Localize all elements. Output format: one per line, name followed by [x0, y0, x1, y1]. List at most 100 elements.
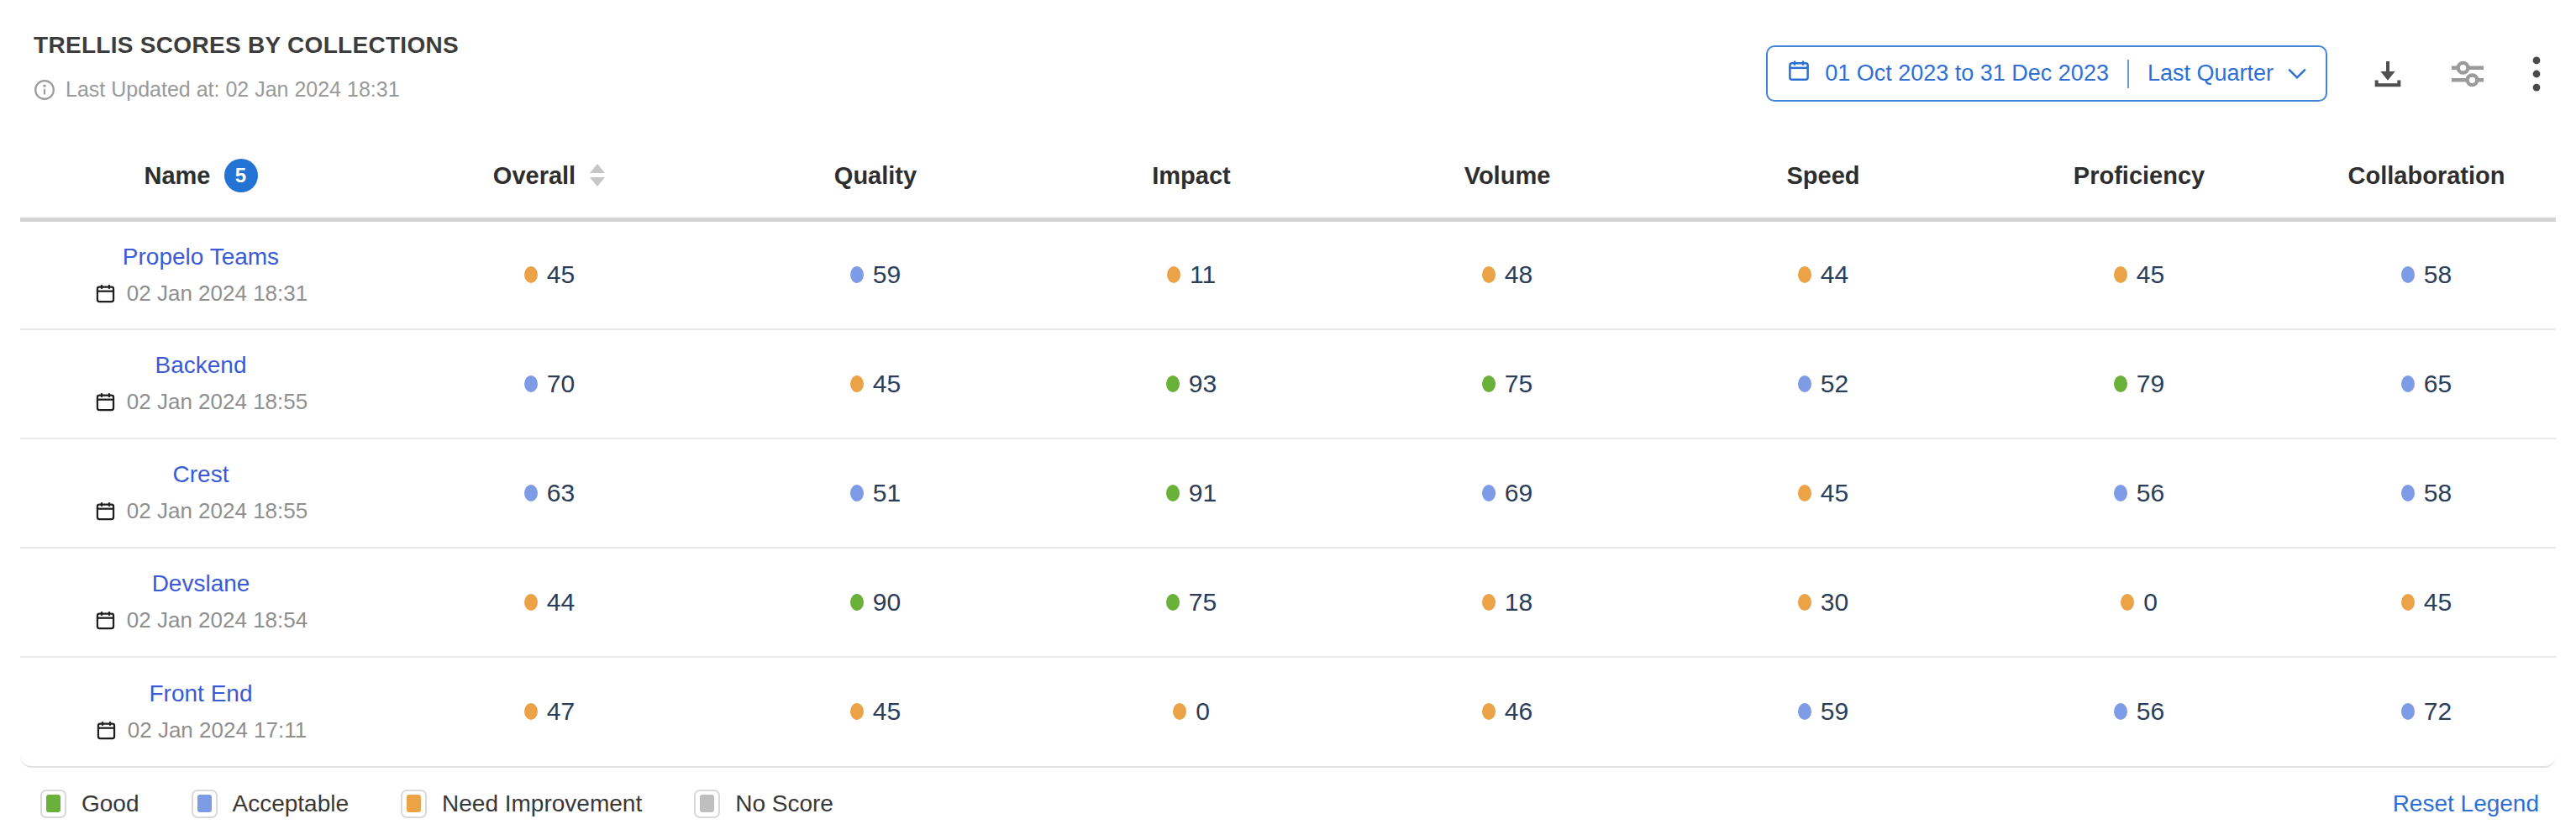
reset-legend-link[interactable]: Reset Legend: [2393, 790, 2539, 817]
legend-swatch: [407, 795, 421, 812]
last-updated-text: Last Updated at: 02 Jan 2024 18:31: [66, 77, 400, 102]
score-dot: [2401, 375, 2415, 392]
legend-item-acceptable[interactable]: Acceptable: [192, 790, 350, 818]
score-dot: [1166, 594, 1180, 611]
info-icon: [34, 79, 55, 101]
date-range-button[interactable]: 01 Oct 2023 to 31 Dec 2023 Last Quarter: [1766, 45, 2327, 102]
score-dot: [2114, 375, 2127, 392]
score-dot: [2114, 266, 2127, 283]
column-header-quality[interactable]: Quality: [718, 135, 1033, 220]
score-dot: [2401, 485, 2415, 501]
score-dot: [1482, 266, 1496, 283]
score-dot: [1798, 703, 1811, 720]
score-cell: 69: [1349, 438, 1665, 548]
column-header-overall[interactable]: Overall: [381, 135, 718, 220]
score-cell: 45: [1981, 220, 2297, 329]
score-dot: [2114, 485, 2127, 501]
score-value: 0: [2143, 588, 2158, 617]
column-header-speed[interactable]: Speed: [1665, 135, 1981, 220]
collection-link[interactable]: Backend: [155, 352, 247, 379]
name-cell: Crest 02 Jan 2024 18:55: [20, 438, 381, 548]
score-value: 44: [547, 588, 575, 617]
legend-item-good[interactable]: Good: [40, 790, 139, 818]
collection-link[interactable]: Devslane: [152, 570, 250, 597]
legend-checkbox: [192, 790, 218, 818]
score-value: 90: [873, 588, 901, 617]
legend-checkbox: [694, 790, 720, 818]
column-header-collaboration[interactable]: Collaboration: [2297, 135, 2556, 220]
score-cell: 52: [1665, 329, 1981, 438]
last-updated-row: Last Updated at: 02 Jan 2024 18:31: [34, 77, 459, 102]
legend-swatch: [46, 795, 60, 812]
score-dot: [2114, 703, 2127, 720]
download-button[interactable]: [2371, 57, 2405, 91]
score-dot: [524, 594, 538, 611]
score-dot: [2401, 266, 2415, 283]
column-label: Overall: [493, 162, 576, 190]
score-value: 48: [1505, 260, 1532, 289]
table-header: Name 5 Overall Qua: [20, 135, 2556, 220]
score-cell: 63: [381, 438, 718, 548]
score-cell: 59: [1665, 657, 1981, 766]
score-value: 58: [2424, 260, 2452, 289]
score-value: 18: [1505, 588, 1532, 617]
column-header-volume[interactable]: Volume: [1349, 135, 1665, 220]
column-label: Volume: [1464, 162, 1551, 189]
score-cell: 46: [1349, 657, 1665, 766]
more-menu-button[interactable]: [2531, 55, 2542, 92]
calendar-icon: [94, 609, 117, 632]
row-date: 02 Jan 2024 17:11: [128, 717, 307, 743]
column-label: Impact: [1152, 162, 1230, 189]
legend-item-no-score[interactable]: No Score: [694, 790, 833, 818]
score-cell: 45: [2297, 548, 2556, 657]
score-cell: 44: [1665, 220, 1981, 329]
sliders-icon: [2448, 81, 2487, 93]
score-value: 51: [873, 479, 901, 507]
score-cell: 0: [1033, 657, 1349, 766]
download-icon: [2371, 81, 2405, 93]
score-cell: 0: [1981, 548, 2297, 657]
score-value: 75: [1189, 588, 1217, 617]
collection-link[interactable]: Front End: [150, 680, 253, 707]
score-dot: [850, 485, 864, 501]
settings-button[interactable]: [2448, 57, 2487, 91]
row-count-badge: 5: [224, 159, 258, 192]
score-dot: [1167, 266, 1180, 283]
score-dot: [1482, 703, 1496, 720]
score-dot: [850, 703, 864, 720]
score-dot: [2401, 594, 2415, 611]
score-dot: [524, 375, 538, 392]
legend-item-need-improvement[interactable]: Need Improvement: [401, 790, 642, 818]
column-header-name[interactable]: Name 5: [20, 135, 381, 220]
name-cell: Front End 02 Jan 2024 17:11: [20, 657, 381, 766]
score-value: 93: [1189, 370, 1217, 398]
collection-link[interactable]: Propelo Teams: [123, 244, 279, 270]
score-value: 45: [1821, 479, 1848, 507]
trellis-scores-widget: TRELLIS SCORES BY COLLECTIONS Last Updat…: [0, 0, 2576, 840]
calendar-icon: [94, 500, 117, 522]
column-header-proficiency[interactable]: Proficiency: [1981, 135, 2297, 220]
score-dot: [1166, 485, 1180, 501]
score-cell: 48: [1349, 220, 1665, 329]
score-value: 45: [2424, 588, 2452, 617]
table-row: Crest 02 Jan 2024 18:55 63 51 91 69 45: [20, 438, 2556, 548]
column-header-impact[interactable]: Impact: [1033, 135, 1349, 220]
row-date: 02 Jan 2024 18:55: [127, 389, 308, 415]
name-cell: Backend 02 Jan 2024 18:55: [20, 329, 381, 438]
name-cell: Propelo Teams 02 Jan 2024 18:31: [20, 220, 381, 329]
score-value: 56: [2137, 697, 2164, 726]
score-value: 75: [1505, 370, 1532, 398]
sort-icon[interactable]: [589, 163, 606, 188]
column-label: Speed: [1786, 162, 1859, 189]
score-value: 30: [1821, 588, 1848, 617]
row-date: 02 Jan 2024 18:54: [127, 607, 308, 633]
score-dot: [1798, 266, 1811, 283]
button-divider: [2127, 60, 2129, 88]
column-label: Proficiency: [2074, 162, 2205, 189]
legend-label: Need Improvement: [442, 790, 642, 817]
score-value: 63: [547, 479, 575, 507]
legend-label: Good: [81, 790, 139, 817]
collection-link[interactable]: Crest: [173, 461, 229, 488]
score-value: 58: [2424, 479, 2452, 507]
score-value: 0: [1196, 697, 1210, 726]
